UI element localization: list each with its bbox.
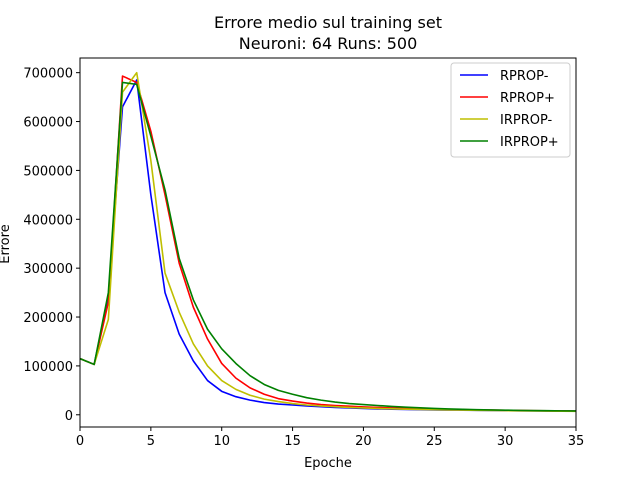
- legend: RPROP- RPROP+ IRPROP- IRPROP+: [450, 62, 571, 158]
- x-tick-label: 35: [568, 434, 585, 449]
- x-tick-label: 25: [426, 434, 443, 449]
- chart-subtitle: Neuroni: 64 Runs: 500: [239, 34, 418, 53]
- y-tick-label: 700000: [23, 67, 73, 82]
- x-tick-label: 0: [76, 434, 84, 449]
- series-line-irprop-plus: [80, 81, 576, 412]
- x-tick-label: 30: [497, 434, 514, 449]
- legend-label: IRPROP+: [500, 135, 559, 150]
- x-tick-label: 5: [147, 434, 155, 449]
- axes-frame: [79, 57, 577, 428]
- y-tick-label: 100000: [23, 360, 73, 375]
- legend-label: IRPROP-: [500, 113, 553, 128]
- plot-area: 0 5 10 15 20 25 30 35 0 100000 200000 300000 400000 5…: [23, 57, 585, 449]
- y-tick-label: 200000: [23, 311, 73, 326]
- x-tick-label: 15: [284, 434, 301, 449]
- y-axis-label: Errore: [0, 224, 13, 263]
- y-tick-label: 300000: [23, 262, 73, 277]
- chart-title: Errore medio sul training set: [214, 13, 442, 32]
- legend-box: [450, 62, 571, 158]
- y-tick-label: 500000: [23, 164, 73, 179]
- legend-label: RPROP+: [500, 91, 555, 106]
- x-tick-label: 10: [213, 434, 230, 449]
- y-tick-label: 0: [65, 409, 73, 424]
- x-tick-label: 20: [355, 434, 372, 449]
- x-axis-label: Epoche: [304, 456, 352, 471]
- series-lines: [80, 71, 576, 413]
- y-tick-label: 400000: [23, 213, 73, 228]
- y-tick-label: 600000: [23, 116, 73, 131]
- legend-label: RPROP-: [500, 69, 549, 84]
